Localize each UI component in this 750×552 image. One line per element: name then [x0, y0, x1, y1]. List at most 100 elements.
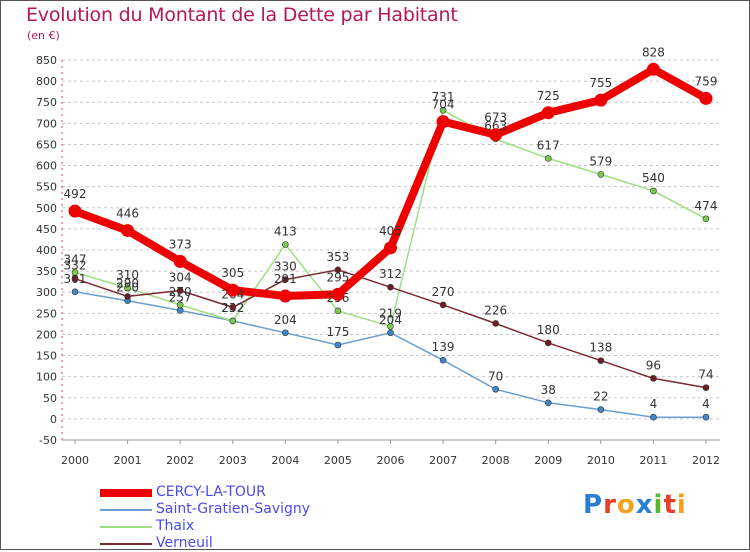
data-label-thaix: 579 — [589, 154, 612, 168]
point-cercy-la-tour — [331, 287, 345, 301]
proxiti-logo: Proxiti — [583, 490, 687, 520]
y-tick-label: -50 — [39, 434, 57, 447]
x-tick-label: 2012 — [692, 454, 720, 467]
point-thaix — [176, 301, 184, 309]
x-tick-label: 2009 — [534, 454, 562, 467]
data-label-thaix: 347 — [64, 252, 87, 266]
x-tick-label: 2004 — [271, 454, 299, 467]
data-label-thaix: 663 — [484, 119, 507, 133]
legend-swatch — [100, 526, 152, 528]
point-thaix — [282, 241, 289, 248]
y-tick-label: 500 — [36, 202, 57, 215]
x-tick-label: 2010 — [587, 454, 615, 467]
point-saint-gratien-savigny — [439, 356, 447, 364]
data-label-saint-gratien-savigny: 175 — [326, 325, 349, 339]
point-cercy-la-tour — [436, 115, 450, 129]
data-label-verneuil: 290 — [116, 276, 139, 290]
point-thaix — [597, 171, 605, 178]
point-verneuil — [439, 301, 447, 309]
legend-label: CERCY-LA-TOUR — [156, 484, 266, 500]
point-verneuil — [650, 375, 657, 382]
point-cercy-la-tour — [699, 91, 713, 105]
data-label-thaix: 540 — [642, 171, 665, 185]
point-verneuil — [334, 266, 342, 274]
data-label-verneuil: 96 — [646, 358, 661, 372]
y-tick-label: 350 — [36, 265, 57, 278]
point-verneuil — [124, 293, 131, 300]
point-cercy-la-tour — [384, 241, 397, 255]
point-thaix — [334, 307, 342, 315]
legend-label: Verneuil — [156, 535, 213, 551]
point-thaix — [702, 215, 710, 223]
point-saint-gratien-savigny — [334, 341, 342, 349]
point-cercy-la-tour — [226, 283, 240, 297]
x-tick-label: 2008 — [482, 454, 510, 467]
data-label-cercy-la-tour: 405 — [379, 224, 402, 238]
logo-letter: P — [583, 490, 604, 520]
y-tick-label: 800 — [36, 75, 57, 88]
y-tick-label: 600 — [36, 160, 57, 173]
point-saint-gratien-savigny — [702, 413, 710, 421]
legend-swatch — [100, 543, 152, 545]
x-tick-label: 2000 — [61, 454, 89, 467]
data-label-cercy-la-tour: 673 — [484, 111, 507, 125]
y-tick-label: 100 — [36, 371, 57, 384]
data-label-cercy-la-tour: 373 — [169, 237, 192, 251]
point-verneuil — [597, 357, 605, 364]
point-cercy-la-tour — [489, 128, 503, 142]
point-saint-gratien-savigny — [176, 307, 184, 314]
x-tick-label: 2011 — [639, 454, 667, 467]
y-tick-label: 250 — [36, 307, 57, 320]
data-label-saint-gratien-savigny: 4 — [702, 397, 710, 411]
point-verneuil — [71, 275, 79, 283]
logo-letter: o — [616, 490, 636, 520]
data-label-verneuil: 304 — [169, 271, 192, 285]
y-tick-label: 550 — [36, 181, 57, 194]
point-cercy-la-tour — [121, 224, 135, 238]
point-verneuil — [492, 320, 499, 327]
point-saint-gratien-savigny — [544, 399, 552, 407]
point-cercy-la-tour — [68, 204, 82, 218]
x-tick-label: 2007 — [429, 454, 457, 467]
point-verneuil — [176, 287, 184, 294]
point-cercy-la-tour — [541, 106, 555, 120]
data-label-verneuil: 180 — [537, 323, 560, 337]
point-thaix — [387, 323, 394, 330]
point-verneuil — [282, 276, 289, 283]
point-thaix — [229, 317, 237, 325]
x-tick-label: 2001 — [114, 454, 142, 467]
point-thaix — [71, 269, 79, 276]
y-tick-label: 300 — [36, 286, 57, 299]
data-label-saint-gratien-savigny: 139 — [432, 340, 455, 354]
legend-label: Saint-Gratien-Savigny — [156, 501, 311, 517]
point-saint-gratien-savigny — [282, 329, 289, 337]
point-cercy-la-tour — [594, 93, 608, 107]
data-label-verneuil: 138 — [589, 341, 612, 355]
point-cercy-la-tour — [646, 62, 660, 76]
point-cercy-la-tour — [173, 254, 187, 268]
point-thaix — [650, 187, 657, 195]
data-label-verneuil: 330 — [274, 260, 297, 274]
point-thaix — [124, 284, 131, 292]
data-label-thaix: 474 — [695, 199, 718, 213]
data-label-saint-gratien-savigny: 4 — [650, 397, 658, 411]
series-line-cercy-la-tour — [71, 65, 710, 300]
data-label-saint-gratien-savigny: 204 — [379, 313, 402, 327]
y-tick-label: 650 — [36, 138, 57, 151]
legend-swatch — [100, 489, 152, 497]
data-label-thaix: 219 — [379, 306, 402, 320]
x-tick-label: 2003 — [219, 454, 247, 467]
point-cercy-la-tour — [278, 289, 292, 303]
data-label-verneuil: 270 — [432, 285, 455, 299]
point-verneuil — [702, 384, 710, 391]
y-tick-label: 750 — [36, 96, 57, 109]
y-tick-label: 700 — [36, 117, 57, 130]
data-label-saint-gratien-savigny: 257 — [169, 290, 192, 304]
data-label-cercy-la-tour: 291 — [274, 272, 297, 286]
data-label-verneuil: 312 — [379, 267, 402, 281]
point-thaix — [439, 106, 447, 114]
data-label-saint-gratien-savigny: 204 — [274, 313, 297, 327]
point-verneuil — [229, 304, 237, 311]
